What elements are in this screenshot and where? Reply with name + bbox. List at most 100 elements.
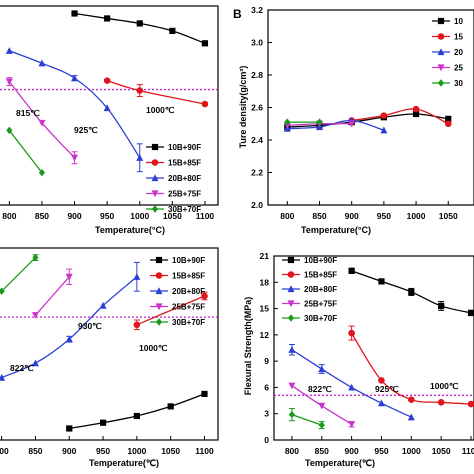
panel-a-series-line <box>106 80 206 105</box>
panel-d-plot: 800 850 900 950 1000 1050 1100 0 3 6 9 12 15 18 21 10B+… <box>243 251 474 468</box>
panel-b-xtick-label: 800 <box>280 211 294 221</box>
panel-d-annotation-822: 822℃ <box>308 384 332 394</box>
panel-a-legend-label: 20B+80F <box>168 174 201 183</box>
panel-d-data-point <box>438 302 445 310</box>
panel-c-xtick-label: 1050 <box>161 446 180 456</box>
panel-b-label: B <box>233 7 242 21</box>
panel-b-xtick-label: 900 <box>345 211 359 221</box>
panel-d-ytick-label: 21 <box>260 251 270 261</box>
panel-d-data-point <box>467 309 474 317</box>
panel-b-data-point <box>380 112 388 119</box>
panel-b-legend-marker <box>437 79 445 87</box>
panel-d-series-15b-85f <box>348 325 474 408</box>
panel-d-series-line <box>351 332 472 405</box>
panel-c-data-point <box>65 335 73 343</box>
panel-d-ylabel: Flexural Strength(MPa) <box>243 297 253 396</box>
panel-a-data-point <box>6 126 13 135</box>
panel-b-series-line <box>287 113 449 128</box>
panel-d-data-point <box>377 399 385 407</box>
panel-a-data-point <box>136 154 144 161</box>
panel-b-xlabel: Temperature(°C) <box>301 225 371 235</box>
panel-a-data-point <box>5 47 13 54</box>
panel-a-data-point <box>5 78 13 86</box>
panel-c-series-line <box>69 393 205 430</box>
panel-c-legend-marker <box>155 256 163 264</box>
panel-a-series-20b-80f <box>5 47 144 173</box>
panel-a-xlabel: Temperature(°C) <box>95 225 165 235</box>
panel-a-xtick-label: 1100 <box>196 211 215 221</box>
panel-d-data-point <box>407 413 415 421</box>
panel-c-plot-area <box>0 253 218 432</box>
panel-c-series-10b-90f <box>66 390 208 432</box>
panel-b-ytick-label: 2.8 <box>251 70 263 80</box>
panel-d-ytick-label: 18 <box>260 277 270 287</box>
panel-c-data-point <box>201 390 208 398</box>
panel-d-data-point <box>348 421 356 428</box>
panel-b-data-point <box>444 120 452 128</box>
panel-c-data-point <box>133 273 141 280</box>
panel-d-data-point <box>408 288 415 296</box>
panel-d-data-point <box>348 383 356 391</box>
panel-d-series-30b-70f <box>288 407 325 430</box>
panel-a-data-point <box>201 100 209 108</box>
panel-c-legend-label: 20B+80F <box>172 287 205 296</box>
panel-d-legend-marker <box>287 256 295 264</box>
panel-d-data-point <box>288 346 296 353</box>
panel-d-legend-marker <box>287 271 295 278</box>
panel-b-xtick-label: 850 <box>312 211 326 221</box>
panel-c-data-point <box>99 301 107 309</box>
panel-a-series-line <box>9 50 141 159</box>
panel-a-legend-label: 10B+90F <box>168 143 201 152</box>
panel-a-annotation-1000: 1000℃ <box>146 105 175 115</box>
panel-b-series-15b-85f <box>348 105 452 128</box>
panel-b-legend-marker <box>437 33 445 40</box>
panel-b-ytick-label: 2.2 <box>251 168 263 178</box>
panel-a-xtick-label: 950 <box>100 211 114 221</box>
panel-d-ytick-label: 12 <box>260 330 270 340</box>
panel-d-ytick-label: 15 <box>260 304 270 314</box>
panel-a-plot: 800 850 900 950 1000 1050 1100 10B+90F 15B+85F 20… <box>0 5 219 235</box>
panel-c-data-point <box>0 287 5 295</box>
panel-b-legend-label: 30 <box>454 79 463 88</box>
panel-c-legend-label: 10B+90F <box>172 256 205 265</box>
panel-a-frame <box>0 5 219 206</box>
panel-d-axes: 800 850 900 950 1000 1050 1100 0 3 6 9 12 15 18 21 <box>260 251 474 456</box>
panel-a-annotation-815: 815℃ <box>16 108 40 118</box>
panel-a-data-point <box>136 20 143 27</box>
panel-c-legend-marker <box>155 318 163 326</box>
panel-d-xtick-label: 800 <box>285 446 299 456</box>
panel-c-legend-marker <box>155 287 163 295</box>
panel-d-legend-marker <box>287 300 295 308</box>
panel-d-data-point <box>408 396 415 403</box>
panel-b-legend-marker <box>437 17 445 25</box>
panel-d-xtick-label: 900 <box>345 446 359 456</box>
panel-d-xtick-label: 850 <box>315 446 329 456</box>
panel-a-series-line <box>8 129 43 174</box>
panel-d-xtick-label: 1100 <box>462 446 474 456</box>
panel-a-data-point <box>71 154 79 162</box>
panel-d-legend-label: 25B+75F <box>304 300 337 309</box>
panel-c-data-point <box>167 403 174 410</box>
panel-d-data-point <box>288 410 296 419</box>
panel-a-data-point <box>169 27 176 34</box>
panel-a-series-line <box>74 12 206 44</box>
panel-c-data-point <box>32 253 39 262</box>
panel-a-legend-marker <box>151 174 159 182</box>
panel-c-xtick-label: 1000 <box>127 446 146 456</box>
panel-d-xtick-label: 950 <box>374 446 388 456</box>
panel-b-xtick-label: 950 <box>377 211 391 221</box>
panel-d-data-point <box>378 377 385 384</box>
panel-c-xlabel: Temperature(℃) <box>89 458 159 468</box>
panel-b-data-point <box>412 110 420 118</box>
panel-d-series-line <box>291 413 322 426</box>
panel-d-ytick-label: 6 <box>264 382 269 392</box>
panel-d-legend-label: 15B+85F <box>304 271 337 280</box>
panel-b-legend-marker <box>437 48 445 56</box>
panel-d-xtick-label: 1000 <box>402 446 421 456</box>
panel-c-legend-label: 15B+85F <box>172 272 205 281</box>
panel-a-series-15b-85f <box>103 77 209 108</box>
panel-a-data-point <box>38 119 46 127</box>
panel-b-ytick-label: 2.0 <box>251 200 263 210</box>
panel-a-data-point <box>136 87 144 94</box>
